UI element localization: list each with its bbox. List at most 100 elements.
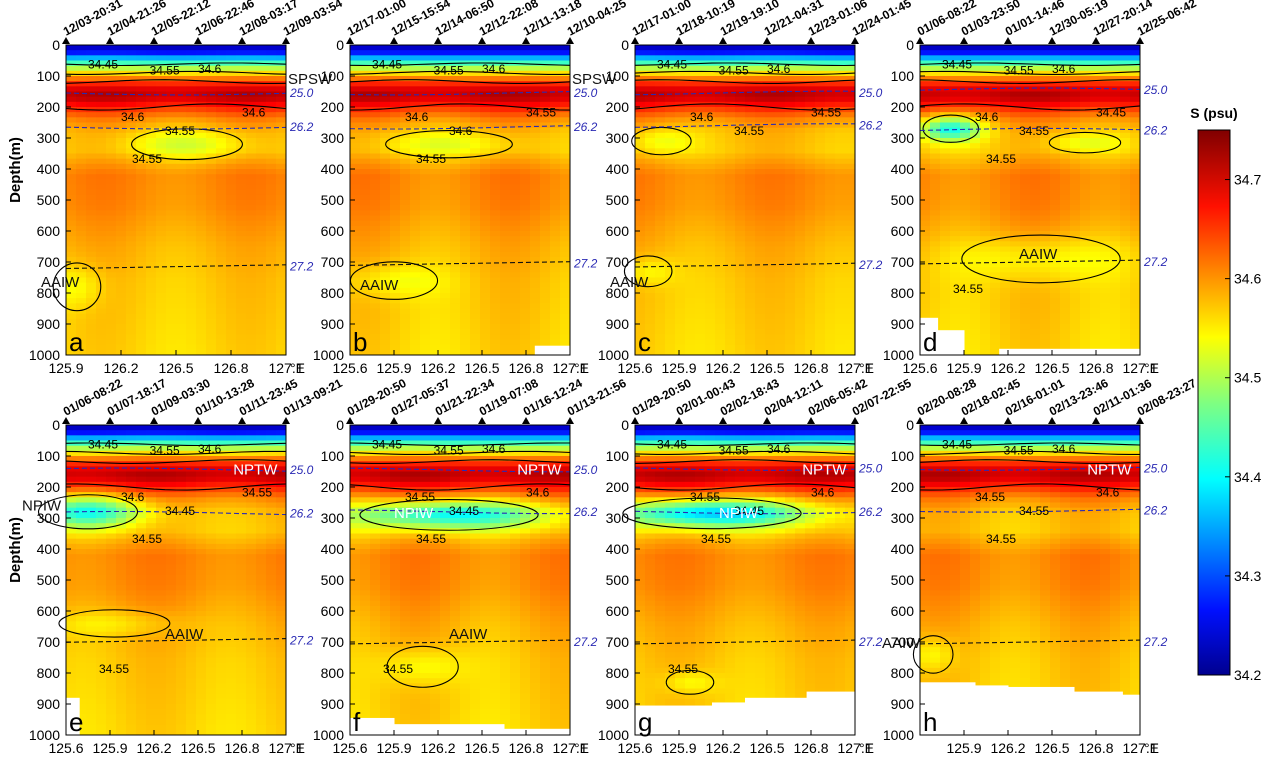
salinity-cell: [825, 65, 836, 72]
salinity-cell: [550, 86, 561, 93]
salinity-cell: [236, 324, 247, 330]
salinity-cell: [805, 205, 816, 211]
salinity-cell: [450, 225, 461, 232]
salinity-cell: [1010, 339, 1021, 346]
salinity-cell: [500, 91, 511, 98]
salinity-cell: [460, 339, 471, 346]
salinity-cell: [390, 163, 401, 170]
salinity-cell: [216, 50, 227, 56]
salinity-cell: [226, 272, 237, 279]
salinity-cell: [430, 138, 441, 144]
salinity-cell: [156, 112, 167, 118]
salinity-cell: [450, 272, 461, 279]
salinity-cell: [430, 298, 441, 304]
salinity-cell: [490, 163, 501, 170]
salinity-cell: [825, 76, 836, 82]
y-tick-label: 1000: [29, 347, 60, 363]
salinity-cell: [370, 339, 381, 346]
salinity-cell: [805, 251, 816, 258]
salinity-cell: [136, 184, 147, 191]
salinity-cell: [370, 256, 381, 263]
salinity-cell: [380, 344, 391, 351]
salinity-cell: [705, 189, 716, 196]
salinity-cell: [705, 45, 716, 51]
salinity-cell: [530, 174, 541, 180]
salinity-cell: [226, 339, 237, 346]
salinity-cell: [146, 143, 157, 149]
salinity-cell: [1040, 251, 1051, 258]
salinity-cell: [1040, 148, 1051, 155]
salinity-cell: [186, 76, 197, 82]
salinity-cell: [460, 174, 471, 180]
salinity-cell: [1050, 148, 1061, 155]
salinity-cell: [136, 210, 147, 217]
salinity-cell: [246, 45, 257, 51]
salinity-cell: [470, 91, 481, 98]
salinity-cell: [266, 112, 277, 118]
salinity-cell: [430, 293, 441, 299]
x-tick-label: 125.6: [332, 360, 367, 376]
salinity-cell: [540, 76, 551, 82]
salinity-cell: [76, 143, 87, 149]
salinity-cell: [635, 86, 646, 93]
salinity-cell: [390, 179, 401, 186]
salinity-cell: [1030, 138, 1041, 144]
salinity-cell: [96, 293, 107, 299]
salinity-cell: [246, 122, 257, 129]
salinity-cell: [500, 210, 511, 217]
salinity-cell: [1000, 272, 1011, 279]
salinity-cell: [1010, 225, 1021, 232]
salinity-cell: [440, 158, 451, 165]
salinity-cell: [1010, 45, 1021, 51]
salinity-cell: [450, 81, 461, 87]
salinity-cell: [685, 205, 696, 211]
salinity-cell: [490, 308, 501, 315]
salinity-cell: [350, 231, 361, 237]
salinity-cell: [480, 231, 491, 237]
salinity-cell: [765, 272, 776, 279]
salinity-cell: [256, 76, 267, 82]
salinity-cell: [950, 262, 961, 268]
salinity-cell: [950, 96, 961, 103]
salinity-cell: [276, 55, 286, 62]
salinity-cell: [970, 138, 981, 144]
salinity-cell: [216, 174, 227, 180]
salinity-cell: [775, 200, 786, 206]
salinity-cell: [430, 225, 441, 232]
contour-label: 34.55: [165, 124, 195, 138]
salinity-cell: [1010, 65, 1021, 72]
salinity-cell: [930, 117, 941, 124]
salinity-cell: [825, 81, 836, 87]
salinity-cell: [146, 287, 157, 294]
salinity-cell: [725, 96, 736, 103]
salinity-cell: [845, 251, 855, 258]
salinity-cell: [380, 55, 391, 62]
salinity-cell: [685, 91, 696, 98]
salinity-cell: [136, 215, 147, 222]
salinity-cell: [970, 308, 981, 315]
salinity-cell: [920, 205, 931, 211]
salinity-cell: [530, 184, 541, 191]
salinity-cell: [920, 122, 931, 129]
salinity-cell: [665, 256, 676, 263]
salinity-cell: [370, 117, 381, 124]
salinity-cell: [940, 225, 951, 232]
salinity-cell: [735, 339, 746, 346]
salinity-cell: [785, 91, 796, 98]
salinity-cell: [246, 86, 257, 93]
salinity-cell: [775, 81, 786, 87]
salinity-cell: [745, 117, 756, 124]
salinity-cell: [420, 329, 431, 335]
salinity-cell: [450, 298, 461, 304]
salinity-cell: [675, 184, 686, 191]
salinity-cell: [390, 287, 401, 294]
salinity-cell: [530, 220, 541, 227]
salinity-cell: [540, 262, 551, 268]
salinity-cell: [480, 308, 491, 315]
salinity-cell: [350, 324, 361, 330]
salinity-cell: [206, 194, 217, 201]
salinity-cell: [186, 293, 197, 299]
salinity-cell: [745, 329, 756, 335]
salinity-cell: [695, 215, 706, 222]
salinity-cell: [226, 200, 237, 206]
